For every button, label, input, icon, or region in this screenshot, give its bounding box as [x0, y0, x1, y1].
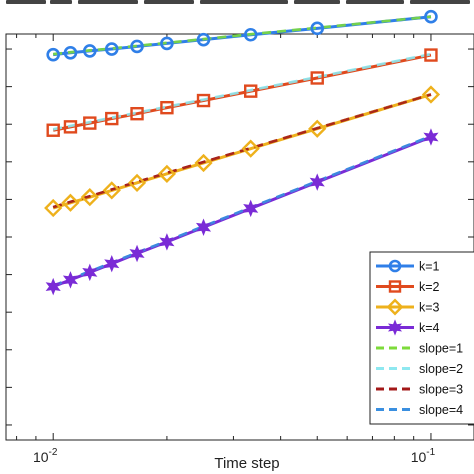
x-axis-label: Time step: [214, 455, 279, 472]
title-fragments: [6, 0, 470, 4]
legend-marker: [387, 319, 403, 336]
marker-k3: [194, 153, 213, 173]
reference-overlay-1: [53, 15, 432, 56]
legend-label: k=1: [419, 260, 440, 274]
marker-k3: [421, 85, 441, 104]
legend-label: k=3: [419, 301, 440, 315]
marker-k4: [423, 128, 439, 146]
x-tick-exponent: -2: [49, 447, 58, 458]
marker-k1: [424, 9, 438, 24]
marker-k1: [196, 32, 211, 47]
x-tick-exponent: -1: [426, 447, 435, 458]
marker-k3: [44, 198, 63, 218]
marker-k3: [157, 164, 177, 183]
title-fragment: [294, 0, 340, 4]
title-fragment: [346, 0, 404, 4]
marker-k2: [160, 100, 174, 115]
legend-label: slope=4: [419, 403, 463, 417]
marker-k4: [45, 277, 61, 296]
marker-k1: [130, 39, 144, 54]
marker-k3: [102, 181, 121, 200]
marker-k2: [46, 123, 60, 137]
series-line-k2: [52, 53, 432, 132]
marker-k4: [195, 218, 212, 236]
marker-k3: [127, 173, 147, 192]
legend-marker: [386, 298, 404, 316]
legend-label: slope=2: [419, 362, 463, 376]
marker-k2: [244, 84, 258, 98]
legend-marker: [388, 259, 402, 273]
title-fragment: [6, 0, 46, 4]
reference-overlay-4: [52, 135, 432, 287]
marker-k2: [105, 111, 119, 126]
legend-label: slope=1: [419, 342, 463, 356]
marker-k2: [83, 116, 97, 130]
legend-marker: [388, 280, 402, 293]
series-lines: [52, 15, 432, 289]
marker-k1: [160, 36, 174, 51]
marker-k2: [310, 71, 324, 85]
marker-k1: [243, 27, 258, 42]
marker-k1: [46, 47, 60, 62]
marker-k3: [308, 119, 327, 138]
marker-k2: [130, 106, 144, 121]
title-fragment: [50, 0, 72, 4]
legend-label: k=4: [419, 321, 440, 335]
series-markers: [44, 9, 441, 296]
legend-label: slope=3: [419, 383, 463, 397]
legend-box: [369, 251, 474, 425]
marker-k4: [104, 254, 120, 273]
marker-k2: [424, 48, 438, 62]
marker-k3: [80, 188, 99, 207]
marker-k1: [83, 44, 97, 58]
title-fragment: [144, 0, 194, 4]
cropped-title-strip: [6, 0, 470, 4]
legend: k=1 k=2 k=3 k=4 slope=1 slope=2 slope=3 slope=4: [369, 251, 474, 425]
marker-k1: [63, 45, 78, 60]
reference-overlay-3: [52, 93, 432, 209]
marker-k4: [82, 263, 98, 282]
marker-k4: [159, 233, 175, 251]
marker-k3: [241, 139, 260, 158]
legend-label: k=2: [419, 280, 440, 294]
marker-k1: [104, 42, 119, 56]
title-fragment: [78, 0, 138, 4]
marker-k2: [196, 93, 211, 108]
marker-k2: [63, 120, 78, 134]
marker-k4: [243, 199, 259, 218]
marker-k4: [309, 173, 325, 191]
marker-k4: [62, 271, 79, 289]
title-fragment: [200, 0, 288, 4]
marker-k3: [61, 193, 80, 212]
title-fragment: [410, 0, 470, 4]
marker-k4: [129, 244, 145, 263]
marker-k1: [310, 21, 325, 36]
